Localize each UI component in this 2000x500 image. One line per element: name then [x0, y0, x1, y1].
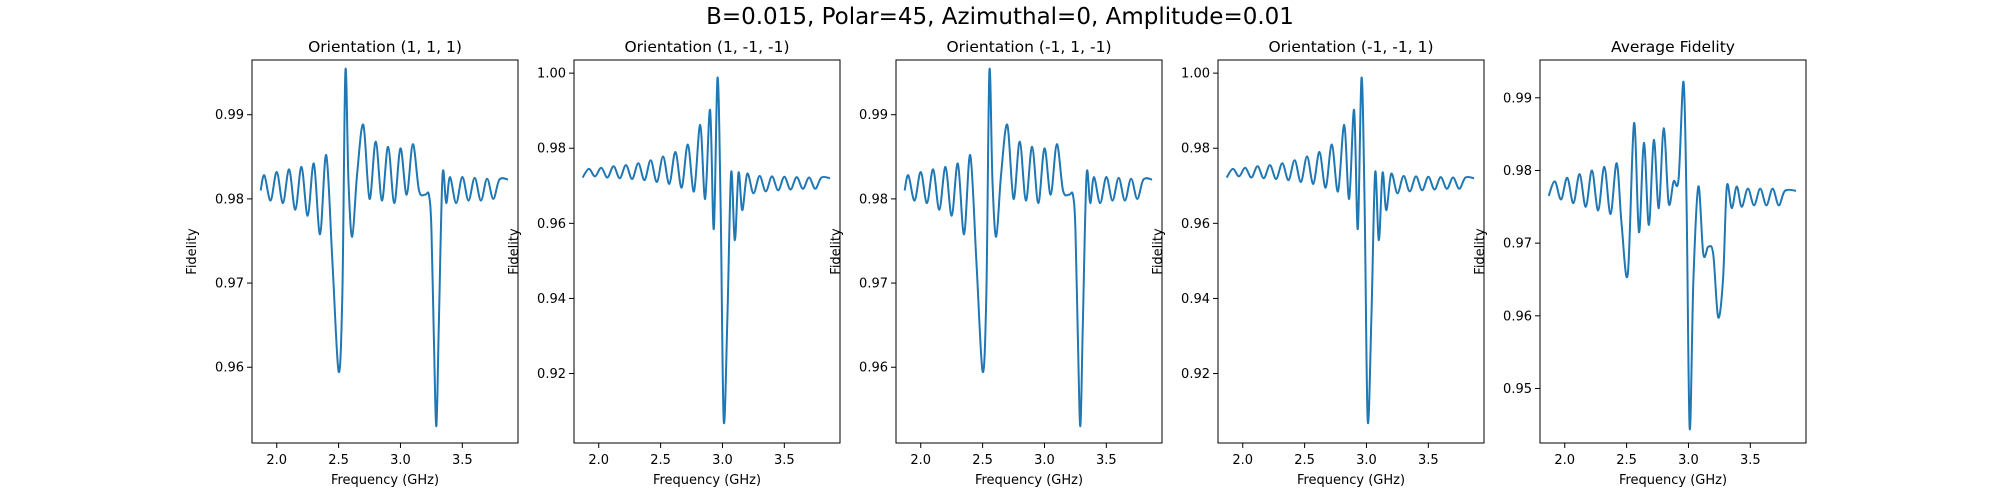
y-tick-label: 0.94 — [1181, 292, 1210, 307]
x-axis-label: Frequency (GHz) — [1619, 473, 1727, 488]
subplot-2: 2.0 2.5 3.0 3.5 0.92 0.94 0.96 0.98 1.00 Orientat… — [507, 38, 841, 488]
y-tick-label: 0.99 — [859, 108, 888, 123]
x-tick-label: 3.0 — [1356, 453, 1377, 468]
x-tick-label: 3.0 — [1678, 453, 1699, 468]
subplot-title: Orientation (1, 1, 1) — [308, 38, 462, 56]
y-tick-label: 0.98 — [215, 192, 244, 207]
y-axis-label: Fidelity — [507, 228, 522, 275]
x-tick-label: 2.0 — [1232, 453, 1253, 468]
x-axis-label: Frequency (GHz) — [653, 473, 761, 488]
x-tick-label: 2.0 — [266, 453, 287, 468]
fidelity-line — [1547, 80, 1797, 431]
x-tick-label: 2.5 — [328, 453, 349, 468]
subplot-4: 2.0 2.5 3.0 3.5 0.92 0.94 0.96 0.98 1.00 Orientat… — [1151, 38, 1485, 488]
axes-frame — [1217, 59, 1485, 444]
x-tick-label: 3.5 — [774, 453, 795, 468]
fidelity-line — [581, 76, 831, 425]
axes-frame — [895, 59, 1163, 444]
x-tick-label: 2.5 — [1616, 453, 1637, 468]
y-tick-label: 0.98 — [1181, 142, 1210, 157]
y-tick-label: 0.96 — [859, 361, 888, 376]
subplot-1: 2.0 2.5 3.0 3.5 0.96 0.97 0.98 0.99 Orientation … — [185, 38, 519, 488]
y-axis-label: Fidelity — [1151, 228, 1166, 275]
x-tick-label: 3.0 — [390, 453, 411, 468]
y-tick-label: 0.96 — [1503, 309, 1532, 324]
y-tick-label: 1.00 — [537, 67, 566, 82]
y-tick-label: 0.97 — [1503, 237, 1532, 252]
subplot-3: 2.0 2.5 3.0 3.5 0.96 0.97 0.98 0.99 Orientation … — [829, 38, 1163, 488]
x-tick-label: 2.0 — [1554, 453, 1575, 468]
x-tick-label: 3.5 — [1418, 453, 1439, 468]
y-tick-label: 0.94 — [537, 292, 566, 307]
y-tick-label: 0.98 — [1503, 164, 1532, 179]
y-tick-label: 0.92 — [1181, 367, 1210, 382]
fidelity-line — [1225, 76, 1475, 425]
subplot-title: Orientation (-1, 1, -1) — [946, 38, 1111, 56]
y-tick-label: 0.96 — [1181, 217, 1210, 232]
x-axis-label: Frequency (GHz) — [975, 473, 1083, 488]
x-tick-label: 3.5 — [1740, 453, 1761, 468]
x-tick-label: 2.5 — [972, 453, 993, 468]
x-axis-label: Frequency (GHz) — [1297, 473, 1405, 488]
x-tick-label: 2.0 — [588, 453, 609, 468]
x-tick-label: 3.5 — [1096, 453, 1117, 468]
y-tick-label: 0.99 — [215, 108, 244, 123]
axes-frame — [251, 59, 519, 444]
x-tick-label: 3.0 — [712, 453, 733, 468]
y-tick-label: 0.97 — [215, 277, 244, 292]
y-axis-label: Fidelity — [829, 228, 844, 275]
y-tick-label: 0.96 — [537, 217, 566, 232]
fidelity-line — [903, 67, 1153, 428]
x-tick-label: 2.0 — [910, 453, 931, 468]
x-tick-label: 2.5 — [1294, 453, 1315, 468]
x-tick-label: 2.5 — [650, 453, 671, 468]
subplot-title: Average Fidelity — [1611, 38, 1735, 56]
y-tick-label: 0.96 — [215, 361, 244, 376]
y-tick-label: 0.98 — [537, 142, 566, 157]
subplot-title: Orientation (1, -1, -1) — [624, 38, 789, 56]
y-axis-label: Fidelity — [1473, 228, 1488, 275]
axes-frame — [1539, 59, 1807, 444]
y-tick-label: 0.99 — [1503, 91, 1532, 106]
y-tick-label: 0.95 — [1503, 382, 1532, 397]
y-tick-label: 0.92 — [537, 367, 566, 382]
y-tick-label: 0.98 — [859, 192, 888, 207]
x-tick-label: 3.5 — [452, 453, 473, 468]
subplot-5: 2.0 2.5 3.0 3.5 0.95 0.96 0.97 0.98 0.99 Average … — [1473, 38, 1807, 488]
axes-frame — [573, 59, 841, 444]
y-tick-label: 0.97 — [859, 277, 888, 292]
subplot-title: Orientation (-1, -1, 1) — [1268, 38, 1433, 56]
figure-suptitle: B=0.015, Polar=45, Azimuthal=0, Amplitud… — [706, 4, 1294, 30]
x-axis-label: Frequency (GHz) — [331, 473, 439, 488]
y-axis-label: Fidelity — [185, 228, 200, 275]
x-tick-label: 3.0 — [1034, 453, 1055, 468]
y-tick-label: 1.00 — [1181, 67, 1210, 82]
fidelity-line — [259, 67, 509, 428]
